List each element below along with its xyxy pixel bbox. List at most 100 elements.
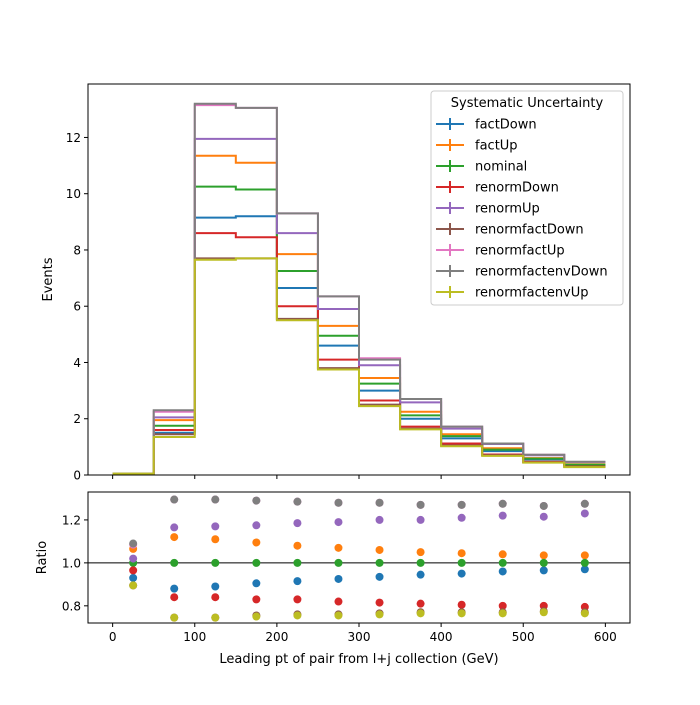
ratio-point <box>457 569 466 578</box>
ratio-point <box>170 495 179 504</box>
legend-title: Systematic Uncertainty <box>451 96 604 111</box>
histogram-y-tick-label: 10 <box>66 187 81 201</box>
ratio-point <box>293 497 302 506</box>
histogram-plot-area <box>112 102 606 475</box>
ratio-point <box>252 558 261 567</box>
ratio-point <box>170 523 179 532</box>
ratio-point <box>252 579 261 588</box>
ratio-series-renormUp <box>129 509 589 563</box>
ratio-point <box>252 595 261 604</box>
legend-item-renormfactUp: renormfactUp <box>436 244 565 259</box>
histogram-y-ticks: 0 2 4 6 8 10 12 <box>66 131 88 483</box>
ratio-point <box>580 499 589 508</box>
ratio-point <box>580 609 589 618</box>
ratio-point <box>129 581 138 590</box>
ratio-x-tick-label: 500 <box>512 630 535 644</box>
ratio-point <box>375 498 384 507</box>
ratio-frame <box>87 491 631 624</box>
ratio-series-renormfactenvDown <box>129 495 589 548</box>
ratio-x-tick-label: 100 <box>183 630 206 644</box>
ratio-point <box>375 545 384 554</box>
ratio-point <box>334 498 343 507</box>
ratio-point <box>334 543 343 552</box>
histogram-y-tick-label: 12 <box>66 131 81 145</box>
ratio-x-tick-label: 300 <box>348 630 371 644</box>
ratio-y-tick-label: 0.8 <box>62 599 81 613</box>
ratio-point <box>457 600 466 609</box>
legend-label: renormfactenvDown <box>475 265 608 280</box>
ratio-point <box>129 566 138 575</box>
ratio-point <box>211 593 220 602</box>
ratio-point <box>211 535 220 544</box>
ratio-point <box>211 522 220 531</box>
ratio-point <box>457 558 466 567</box>
ratio-x-tick-label: 200 <box>265 630 288 644</box>
ratio-point <box>539 566 548 575</box>
legend-item-renormfactenvUp: renormfactenvUp <box>436 286 589 301</box>
legend-label: nominal <box>475 160 527 175</box>
ratio-point <box>334 518 343 527</box>
ratio-point <box>498 601 507 610</box>
ratio-point <box>170 533 179 542</box>
ratio-point <box>375 610 384 619</box>
ratio-point <box>498 499 507 508</box>
ratio-point <box>293 519 302 528</box>
legend-item-renormfactDown: renormfactDown <box>436 223 584 238</box>
ratio-x-tick-label: 600 <box>594 630 617 644</box>
ratio-y-tick-label: 1.2 <box>62 513 81 527</box>
ratio-point <box>457 609 466 618</box>
ratio-point <box>498 609 507 618</box>
histogram-y-tick-label: 2 <box>73 412 81 426</box>
ratio-point <box>334 611 343 620</box>
ratio-point <box>334 558 343 567</box>
legend-label: factDown <box>475 118 537 133</box>
histogram-panel: 0 2 4 6 8 10 12 Events Systematic Uncertainty … <box>41 83 631 483</box>
ratio-point <box>252 612 261 621</box>
ratio-point <box>211 582 220 591</box>
ratio-y-label: Ratio <box>35 541 50 574</box>
legend-label: renormUp <box>475 202 540 217</box>
ratio-point <box>170 584 179 593</box>
ratio-point <box>498 558 507 567</box>
histogram-y-tick-label: 4 <box>73 356 81 370</box>
histogram-y-tick-label: 6 <box>73 300 81 314</box>
ratio-point <box>252 538 261 547</box>
ratio-point <box>170 558 179 567</box>
ratio-point <box>129 554 138 563</box>
ratio-point <box>539 501 548 510</box>
histogram-y-tick-label: 8 <box>73 243 81 257</box>
ratio-point <box>211 495 220 504</box>
ratio-point <box>457 549 466 558</box>
ratio-point <box>539 558 548 567</box>
ratio-point <box>416 570 425 579</box>
ratio-point <box>539 551 548 560</box>
histogram-y-label: Events <box>41 257 56 301</box>
legend-label: renormfactUp <box>475 244 565 259</box>
ratio-point <box>580 558 589 567</box>
ratio-point <box>211 613 220 622</box>
ratio-point <box>498 511 507 520</box>
ratio-point <box>457 500 466 509</box>
ratio-point <box>170 593 179 602</box>
ratio-point <box>539 608 548 617</box>
ratio-point <box>416 500 425 509</box>
ratio-point <box>293 558 302 567</box>
ratio-series-nominal <box>129 558 589 567</box>
ratio-x-ticks: 0 100 200 300 400 500 600 <box>109 623 617 644</box>
ratio-point <box>416 599 425 608</box>
histogram-frame <box>87 83 631 476</box>
ratio-point <box>170 613 179 622</box>
ratio-point <box>293 577 302 586</box>
legend: Systematic Uncertainty factDown factUp nom… <box>430 90 624 306</box>
legend-label: renormDown <box>475 181 559 196</box>
legend-items: factDown factUp nominal renormDown renormUp r… <box>436 118 608 301</box>
ratio-point <box>129 539 138 548</box>
ratio-series-factDown <box>129 565 589 593</box>
ratio-point <box>416 558 425 567</box>
ratio-plot-area <box>88 495 630 622</box>
ratio-point <box>293 611 302 620</box>
legend-box <box>430 90 624 306</box>
ratio-point <box>252 496 261 505</box>
ratio-point <box>334 574 343 583</box>
ratio-point <box>375 515 384 524</box>
